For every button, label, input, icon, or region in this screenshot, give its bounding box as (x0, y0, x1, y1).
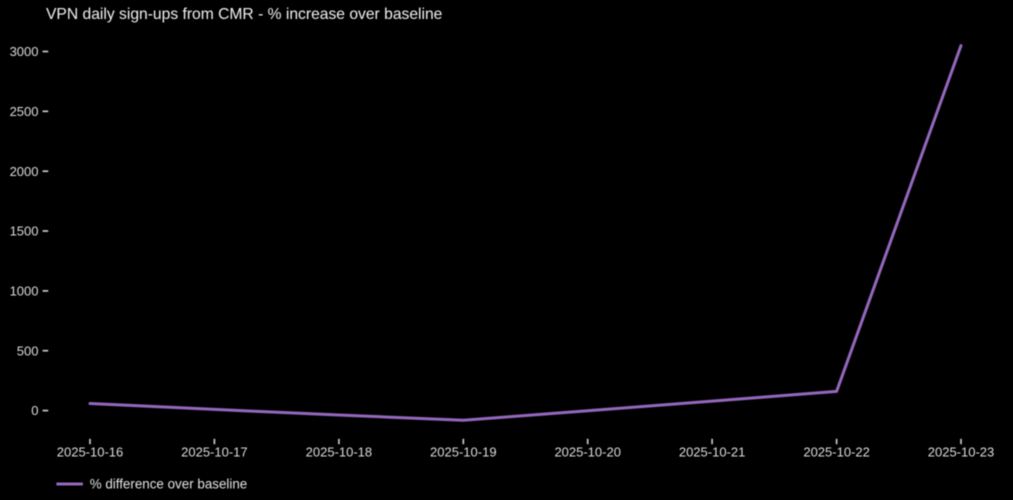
svg-text:% difference over baseline: % difference over baseline (90, 477, 248, 492)
svg-text:2025-10-20: 2025-10-20 (554, 444, 621, 459)
svg-text:2025-10-23: 2025-10-23 (928, 444, 995, 459)
svg-text:2025-10-16: 2025-10-16 (57, 444, 124, 459)
svg-text:500: 500 (17, 343, 39, 358)
svg-text:2025-10-17: 2025-10-17 (181, 444, 248, 459)
svg-text:1000: 1000 (10, 284, 39, 299)
svg-text:1500: 1500 (10, 224, 39, 239)
svg-text:3000: 3000 (10, 44, 39, 59)
svg-text:2000: 2000 (10, 164, 39, 179)
svg-text:2025-10-19: 2025-10-19 (430, 444, 497, 459)
svg-text:2025-10-22: 2025-10-22 (803, 444, 870, 459)
svg-text:2025-10-21: 2025-10-21 (679, 444, 746, 459)
svg-text:0: 0 (31, 403, 38, 418)
svg-text:2025-10-18: 2025-10-18 (306, 444, 373, 459)
svg-text:VPN daily sign-ups from CMR -: VPN daily sign-ups from CMR - % increase… (46, 6, 442, 23)
svg-text:2500: 2500 (10, 104, 39, 119)
